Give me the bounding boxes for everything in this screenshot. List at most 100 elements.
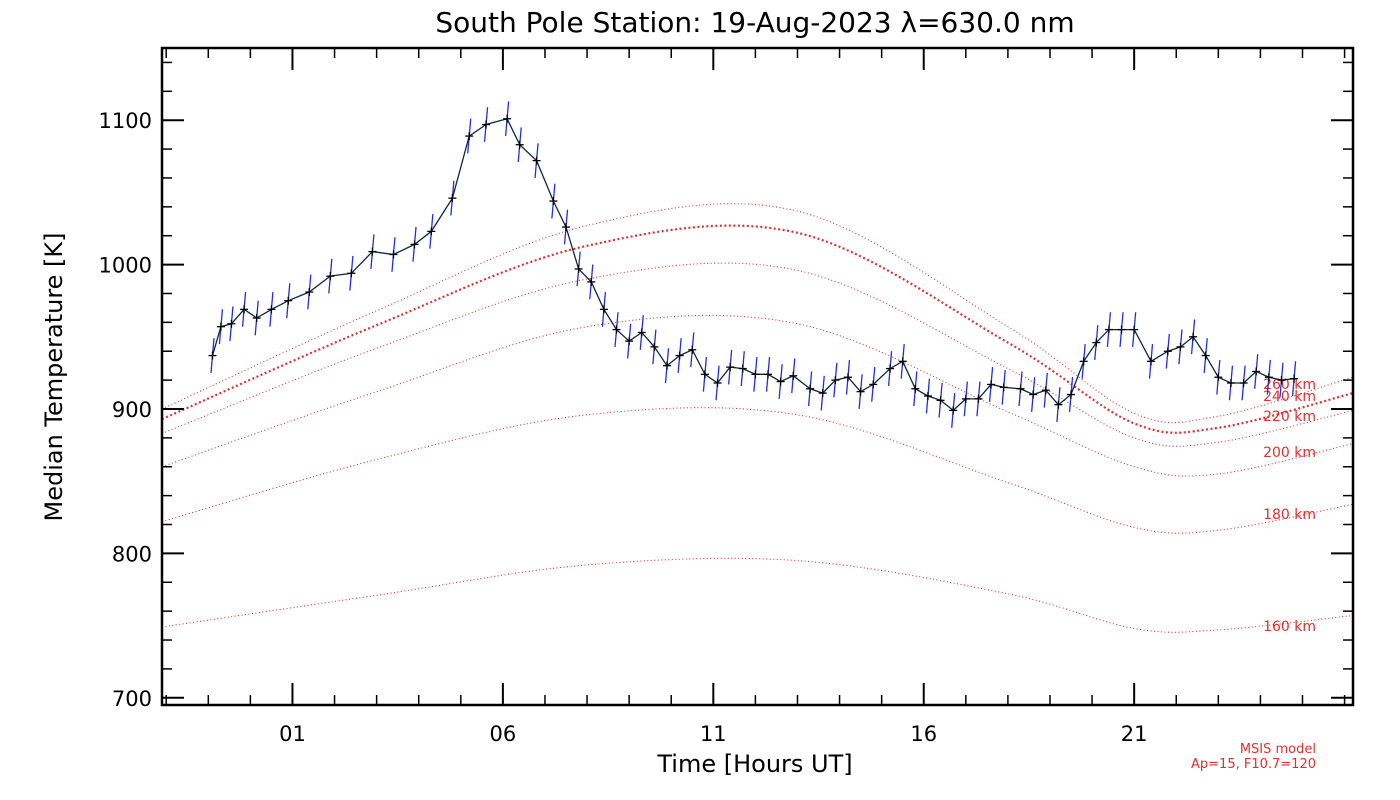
data-point bbox=[1104, 325, 1113, 334]
data-point bbox=[326, 272, 335, 281]
data-point bbox=[410, 240, 419, 249]
data-point bbox=[987, 380, 996, 389]
data-point bbox=[688, 345, 697, 354]
data-point bbox=[465, 132, 474, 141]
y-tick-label: 800 bbox=[112, 542, 152, 566]
data-point bbox=[843, 373, 852, 382]
data-point bbox=[738, 364, 747, 373]
data-point bbox=[612, 325, 621, 334]
data-point bbox=[751, 370, 760, 379]
data-point bbox=[818, 389, 827, 398]
chart-title: South Pole Station: 19-Aug-2023 λ=630.0 … bbox=[435, 6, 1074, 39]
y-tick-label: 700 bbox=[112, 687, 152, 711]
data-point bbox=[1146, 357, 1155, 366]
data-point bbox=[284, 296, 293, 305]
data-point bbox=[532, 156, 541, 165]
data-point bbox=[650, 342, 659, 351]
data-point bbox=[305, 288, 314, 297]
model-label-220-km: 220 km bbox=[1263, 409, 1316, 425]
measurement-series bbox=[208, 101, 1299, 428]
data-point bbox=[974, 394, 983, 403]
model-label-240-km: 240 km bbox=[1263, 389, 1316, 405]
model-curve-220-km bbox=[161, 262, 1354, 447]
data-point bbox=[625, 337, 634, 346]
data-point bbox=[1189, 332, 1198, 341]
data-point bbox=[368, 247, 377, 256]
data-point bbox=[562, 223, 571, 232]
data-point bbox=[1067, 390, 1076, 399]
data-point bbox=[923, 391, 932, 400]
x-tick-label: 06 bbox=[490, 722, 517, 746]
data-point bbox=[1252, 367, 1261, 376]
data-point bbox=[1290, 374, 1299, 383]
data-point bbox=[347, 269, 356, 278]
data-point bbox=[227, 319, 236, 328]
model-label-200-km: 200 km bbox=[1263, 445, 1316, 461]
data-point bbox=[700, 370, 709, 379]
data-point bbox=[1041, 386, 1050, 395]
data-point bbox=[267, 305, 276, 314]
y-axis-label: Median Temperature [K] bbox=[40, 232, 68, 521]
data-point bbox=[869, 380, 878, 389]
data-point bbox=[886, 364, 895, 373]
data-point bbox=[1264, 373, 1273, 382]
axis-tick-labels: 01 06 11 16 21 700 800 900 1000 1100 bbox=[99, 109, 1148, 746]
x-tick-label: 11 bbox=[700, 722, 727, 746]
data-point bbox=[599, 305, 608, 314]
data-point bbox=[252, 314, 261, 323]
model-curves bbox=[161, 203, 1354, 633]
model-note-line1: MSIS model bbox=[1240, 742, 1316, 757]
axis-ticks bbox=[162, 48, 1353, 705]
y-tick-label: 1100 bbox=[99, 109, 152, 133]
data-point bbox=[1214, 373, 1223, 382]
data-point bbox=[789, 371, 798, 380]
data-point bbox=[1239, 378, 1248, 387]
data-point bbox=[1226, 378, 1235, 387]
model-label-160-km: 160 km bbox=[1263, 619, 1316, 635]
data-point bbox=[949, 406, 958, 415]
data-point bbox=[574, 264, 583, 273]
data-point bbox=[637, 328, 646, 337]
x-tick-label: 16 bbox=[910, 722, 937, 746]
data-point bbox=[1029, 390, 1038, 399]
data-point bbox=[448, 194, 457, 203]
data-point bbox=[663, 361, 672, 370]
data-point bbox=[389, 250, 398, 259]
model-label-260-km: 260 km bbox=[1263, 377, 1316, 393]
model-curve-160-km bbox=[161, 557, 1354, 633]
data-point bbox=[549, 197, 558, 206]
data-point bbox=[587, 277, 596, 286]
x-axis-label: Time [Hours UT] bbox=[656, 750, 852, 778]
data-point bbox=[898, 357, 907, 366]
data-point bbox=[1054, 400, 1063, 409]
data-point bbox=[1201, 351, 1210, 360]
data-point bbox=[1163, 347, 1172, 356]
data-point bbox=[776, 377, 785, 386]
x-tick-label: 01 bbox=[279, 722, 306, 746]
data-point bbox=[831, 376, 840, 385]
data-point bbox=[911, 384, 920, 393]
data-point bbox=[675, 351, 684, 360]
data-point bbox=[482, 120, 491, 129]
data-point bbox=[208, 351, 217, 360]
y-tick-label: 1000 bbox=[99, 254, 152, 278]
data-point bbox=[764, 370, 773, 379]
model-label-180-km: 180 km bbox=[1263, 507, 1316, 523]
data-point bbox=[515, 140, 524, 149]
y-tick-label: 900 bbox=[112, 398, 152, 422]
data-point bbox=[856, 387, 865, 396]
data-point bbox=[1079, 357, 1088, 366]
data-point bbox=[1117, 325, 1126, 334]
model-curve-240-km bbox=[161, 224, 1354, 434]
model-curve-260-km bbox=[161, 203, 1354, 424]
data-point bbox=[726, 363, 735, 372]
data-point bbox=[1277, 376, 1286, 385]
plot-frame bbox=[160, 46, 1355, 707]
data-point bbox=[806, 384, 815, 393]
data-point bbox=[1016, 384, 1025, 393]
data-point bbox=[503, 114, 512, 123]
data-point bbox=[1130, 325, 1139, 334]
data-point bbox=[216, 322, 225, 331]
